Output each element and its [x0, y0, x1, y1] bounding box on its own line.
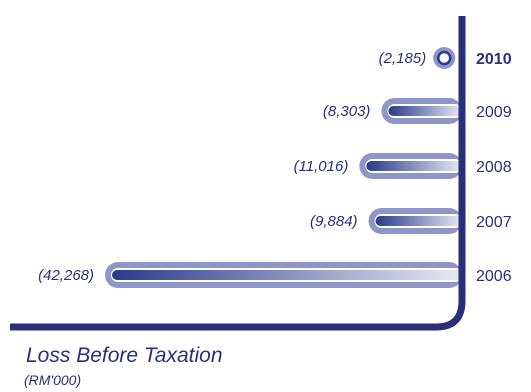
value-label-2007: (9,884) — [310, 213, 358, 230]
chart-title: Loss Before Taxation — [26, 344, 223, 367]
chart-unit: (RM'000) — [24, 372, 82, 388]
year-label-2008: 2008 — [476, 159, 512, 176]
value-label-2008: (11,016) — [294, 158, 349, 175]
year-label-2006: 2006 — [476, 268, 512, 285]
year-label-2010: 2010 — [476, 51, 512, 68]
bars-group: (2,185) 2010 (8,303) 2009 (11,016) 2008 (9,884… — [38, 50, 512, 288]
axis-line — [10, 16, 466, 331]
bar-marker-2010 — [436, 50, 452, 66]
value-label-2009: (8,303) — [323, 103, 371, 120]
value-label-2010: (2,185) — [379, 50, 427, 67]
year-label-2009: 2009 — [476, 104, 512, 121]
bar-fill-2008 — [366, 161, 462, 171]
bar-fill-2006 — [112, 270, 462, 280]
bar-fill-2009 — [388, 106, 462, 116]
year-label-2007: 2007 — [476, 214, 512, 231]
bar-fill-2007 — [375, 216, 462, 226]
value-label-2006: (42,268) — [38, 267, 94, 284]
